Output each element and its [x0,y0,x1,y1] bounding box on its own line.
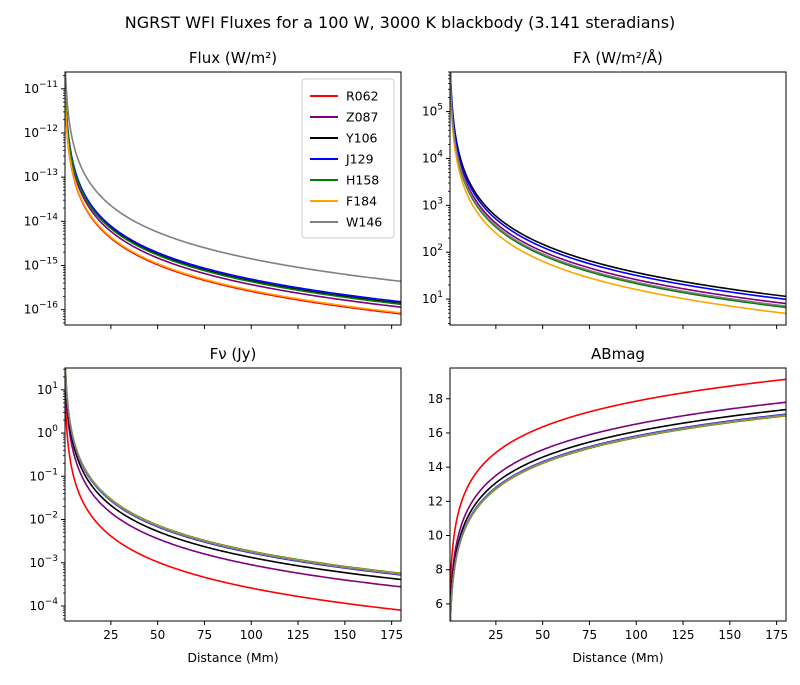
y-tick-label: 102 [422,243,443,259]
x-tick-label: 175 [380,628,403,642]
y-tick-label: 6 [435,597,443,611]
x-tick-label: 175 [765,628,788,642]
y-tick-label: 10−15 [24,257,58,273]
series-line-r062 [450,378,786,598]
series-line-f184 [450,73,786,315]
y-tick-label: 10−13 [24,168,58,184]
y-tick-label: 18 [428,392,443,406]
y-tick-label: 101 [422,290,443,306]
x-tick-label: 125 [672,628,695,642]
panel-title: Flux (W/m²) [189,49,277,67]
series-line-w146 [65,72,401,283]
legend-label: Z087 [346,110,378,125]
legend-label: F184 [346,194,377,209]
x-tick-label: 125 [287,628,310,642]
y-tick-label: 105 [422,103,443,119]
series-line-y106 [450,408,786,621]
series-lines [450,378,786,621]
series-line-z087 [450,401,786,621]
series-line-w146 [65,368,401,576]
series-line-r062 [65,389,401,611]
y-tick-label: 101 [37,381,58,397]
y-tick-label: 10−3 [29,554,58,570]
legend: R062 Z087 Y106 J129 H158 F184 W146 [301,78,395,239]
series-line-f184 [65,86,401,314]
series-line-w146 [450,413,786,621]
series-lines [65,368,401,611]
series-lines [450,72,786,315]
series-line-y106 [450,72,786,298]
y-tick-label: 10−2 [29,511,58,527]
axes-frame [64,71,402,326]
y-tick-label: 10 [428,529,443,543]
series-line-z087 [65,368,401,588]
x-tick-label: 150 [333,628,356,642]
y-tick-label: 10−14 [24,212,59,228]
x-tick-label: 100 [625,628,648,642]
y-tick-label: 10−4 [29,597,58,613]
series-lines [65,72,401,315]
series-line-j129 [450,72,786,301]
x-tick-label: 25 [103,628,118,642]
legend-label: W146 [346,215,382,230]
series-line-h158 [65,78,401,306]
legend-label: Y106 [345,131,378,146]
series-line-f184 [450,414,786,621]
legend-label: J129 [345,152,374,167]
panel-title: ABmag [591,345,645,363]
y-tick-label: 14 [428,460,443,474]
axes-frame [449,367,787,622]
x-tick-label: 75 [197,628,212,642]
figure-suptitle: NGRST WFI Fluxes for a 100 W, 3000 K bla… [125,13,676,32]
legend-box [301,78,395,239]
panel-title: Fλ (W/m²/Å) [573,48,663,67]
y-tick-label: 103 [422,196,443,212]
y-tick-label: 104 [422,149,443,165]
x-tick-label: 150 [718,628,741,642]
y-tick-label: 10−12 [24,124,58,140]
x-axis-label: Distance (Mm) [572,650,663,665]
series-line-j129 [65,368,401,576]
x-tick-label: 75 [582,628,597,642]
x-tick-label: 25 [488,628,503,642]
panel-flambda: Fλ (W/m²/Å) 101 102 103 104 105 [422,48,787,329]
x-tick-label: 50 [150,628,165,642]
x-tick-label: 100 [240,628,263,642]
y-tick-label: 10−11 [24,80,58,96]
panel-fnu: Fν (Jy) 25 50 75 100 125 150 175 10−4 10−3 10−2 10−… [29,345,403,665]
axes-frame [449,71,787,326]
panel-title: Fν (Jy) [210,345,257,363]
series-line-f184 [65,368,401,575]
y-tick-label: 10−1 [29,467,58,483]
legend-label: H158 [346,173,379,188]
y-tick-label: 16 [428,426,443,440]
legend-label: R062 [346,89,379,104]
x-axis-label: Distance (Mm) [187,650,278,665]
series-line-w146 [450,72,786,307]
series-line-j129 [450,413,786,621]
axes-frame [64,367,402,622]
series-line-y106 [65,368,401,581]
x-tick-label: 50 [535,628,550,642]
panel-abmag: ABmag 25 50 75 100 125 150 175 6 8 10 12 14 16 18 Dista… [428,345,788,665]
y-tick-label: 10−16 [24,301,59,317]
y-tick-label: 8 [435,563,443,577]
panel-flux: Flux (W/m²) 10−16 10−15 10−14 10−13 10−12 10−1… [24,49,402,329]
y-tick-label: 12 [428,494,443,508]
y-tick-label: 100 [37,424,58,440]
